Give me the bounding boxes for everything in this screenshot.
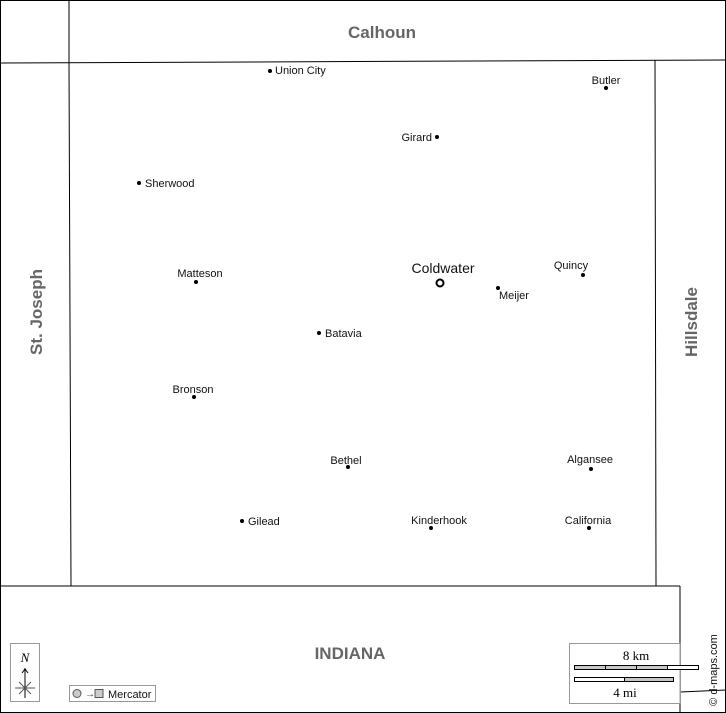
city-dot-icon <box>192 395 196 399</box>
city-label: Girard <box>401 132 432 144</box>
city-dot-icon <box>346 465 350 469</box>
city-label: Algansee <box>567 454 613 466</box>
city-label: California <box>565 515 612 527</box>
seat-marker <box>435 278 445 288</box>
state-line <box>679 689 726 693</box>
city-dot-icon <box>496 286 500 290</box>
city-label: Batavia <box>325 328 363 340</box>
city-sherwood[interactable]: Sherwood <box>137 178 195 190</box>
compass-north-label: N <box>20 650 31 665</box>
city-dot-icon <box>429 526 433 530</box>
city-dot-icon <box>137 181 141 185</box>
city-meijer[interactable]: Meijer <box>496 286 529 302</box>
city-bethel[interactable]: Bethel <box>330 455 362 469</box>
globe-icon <box>72 689 82 698</box>
county-seat[interactable]: Coldwater <box>411 260 475 288</box>
seat-label: Coldwater <box>411 260 474 276</box>
region-indiana: INDIANA <box>315 644 386 663</box>
city-dot-icon <box>194 280 198 284</box>
city-gilead[interactable]: Gilead <box>240 516 280 528</box>
city-algansee[interactable]: Algansee <box>567 454 613 471</box>
city-label: Sherwood <box>145 178 195 190</box>
city-label: Kinderhook <box>411 515 467 527</box>
city-dot-icon <box>581 273 585 277</box>
city-label: Matteson <box>177 268 222 280</box>
region-calhoun: Calhoun <box>348 23 416 42</box>
city-dot-icon <box>240 519 244 523</box>
cities: Union City Butler Girard Sherwood Matteson Qu… <box>137 65 621 530</box>
scale-km-label: 8 km <box>623 648 649 663</box>
city-kinderhook[interactable]: Kinderhook <box>411 515 467 530</box>
city-label: Meijer <box>499 290 529 302</box>
city-dot-icon <box>604 86 608 90</box>
city-label: Union City <box>275 65 326 77</box>
projection-legend: → Mercator <box>69 685 156 702</box>
city-label: Quincy <box>554 260 589 272</box>
city-label: Gilead <box>248 516 280 528</box>
city-matteson[interactable]: Matteson <box>177 268 223 284</box>
city-label: Bethel <box>330 455 361 467</box>
region-st-joseph: St. Joseph <box>27 269 46 355</box>
city-california[interactable]: California <box>565 515 612 530</box>
scale-mi-label: 4 mi <box>613 685 637 700</box>
city-label: Bronson <box>173 384 214 396</box>
projection-label: Mercator <box>108 689 152 701</box>
city-girard[interactable]: Girard <box>401 132 439 144</box>
region-hillsdale: Hillsdale <box>682 287 701 357</box>
city-dot-icon <box>589 467 593 471</box>
svg-text:→: → <box>85 689 95 700</box>
city-dot-icon <box>268 69 272 73</box>
city-bronson[interactable]: Bronson <box>173 384 214 399</box>
compass: N <box>10 643 40 702</box>
north-border <box>0 59 726 64</box>
credit-text: © d-maps.com <box>708 634 720 706</box>
city-dot-icon <box>587 526 591 530</box>
city-union-city[interactable]: Union City <box>268 65 326 77</box>
city-label: Butler <box>592 75 621 87</box>
city-batavia[interactable]: Batavia <box>317 328 363 340</box>
city-quincy[interactable]: Quincy <box>554 260 589 277</box>
square-map-icon <box>94 689 104 698</box>
city-dot-icon <box>317 331 321 335</box>
city-butler[interactable]: Butler <box>592 75 621 90</box>
west-border <box>68 61 72 587</box>
city-dot-icon <box>435 135 439 139</box>
scale-bar: 8 km 4 mi <box>569 643 699 704</box>
east-border <box>654 59 657 587</box>
